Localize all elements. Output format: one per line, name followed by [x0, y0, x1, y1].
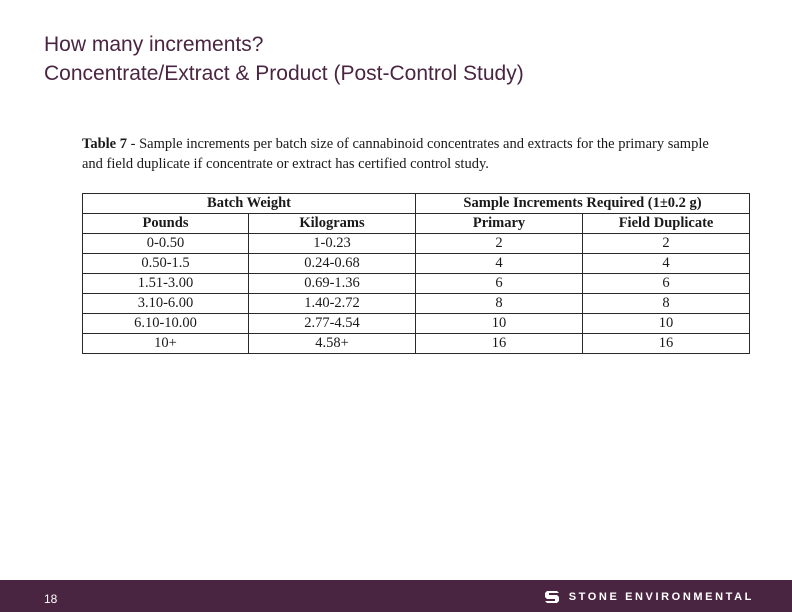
brand-logo: STONE ENVIRONMENTAL — [544, 588, 754, 606]
cell-field-duplicate: 10 — [582, 313, 751, 334]
cell-primary: 2 — [415, 233, 584, 254]
column-header-row: Pounds Kilograms Primary Field Duplicate — [82, 213, 751, 234]
table-row: 1.51-3.00 0.69-1.36 6 6 — [82, 273, 751, 294]
cell-primary: 10 — [415, 313, 584, 334]
brand-name: STONE ENVIRONMENTAL — [568, 591, 754, 603]
table-row: 0.50-1.5 0.24-0.68 4 4 — [82, 253, 751, 274]
group-header-row: Batch Weight Sample Increments Required … — [81, 193, 751, 214]
column-header-pounds: Pounds — [82, 213, 249, 234]
column-header-kilograms: Kilograms — [247, 213, 417, 234]
cell-kilograms: 1.40-2.72 — [247, 293, 417, 314]
cell-kilograms: 1-0.23 — [247, 233, 417, 254]
cell-primary: 8 — [415, 293, 584, 314]
sample-increments-table: Batch Weight Sample Increments Required … — [81, 193, 751, 354]
table-caption-text: - Sample increments per batch size of ca… — [82, 136, 709, 172]
cell-kilograms: 0.69-1.36 — [247, 273, 417, 294]
cell-pounds: 6.10-10.00 — [82, 313, 249, 334]
cell-primary: 6 — [415, 273, 584, 294]
page-number: 18 — [44, 592, 58, 606]
slide-title: How many increments? Concentrate/Extract… — [44, 30, 524, 88]
slide-title-line-1: How many increments? — [44, 33, 264, 56]
table-caption-label: Table 7 — [82, 136, 127, 152]
cell-kilograms: 0.24-0.68 — [247, 253, 417, 274]
table-row: 10+ 4.58+ 16 16 — [82, 333, 751, 354]
cell-pounds: 0.50-1.5 — [82, 253, 249, 274]
table-row: 0-0.50 1-0.23 2 2 — [82, 233, 751, 254]
column-header-primary: Primary — [415, 213, 584, 234]
cell-field-duplicate: 6 — [582, 273, 751, 294]
cell-field-duplicate: 16 — [582, 333, 751, 354]
cell-pounds: 1.51-3.00 — [82, 273, 249, 294]
cell-field-duplicate: 8 — [582, 293, 751, 314]
table-row: 6.10-10.00 2.77-4.54 10 10 — [82, 313, 751, 334]
footer-bar: 18 STONE ENVIRONMENTAL — [0, 580, 792, 612]
cell-pounds: 0-0.50 — [82, 233, 249, 254]
table-caption: Table 7 - Sample increments per batch si… — [82, 134, 722, 174]
cell-pounds: 10+ — [82, 333, 249, 354]
table-row: 3.10-6.00 1.40-2.72 8 8 — [82, 293, 751, 314]
cell-primary: 16 — [415, 333, 584, 354]
slide-title-line-2: Concentrate/Extract & Product (Post-Cont… — [44, 62, 524, 85]
stone-logo-icon — [544, 591, 559, 603]
cell-primary: 4 — [415, 253, 584, 274]
column-header-field-duplicate: Field Duplicate — [582, 213, 751, 234]
cell-kilograms: 2.77-4.54 — [247, 313, 417, 334]
group-header-sample-increments: Sample Increments Required (1±0.2 g) — [415, 193, 751, 214]
cell-field-duplicate: 2 — [582, 233, 751, 254]
cell-kilograms: 4.58+ — [247, 333, 417, 354]
cell-field-duplicate: 4 — [582, 253, 751, 274]
group-header-batch-weight: Batch Weight — [81, 193, 417, 214]
cell-pounds: 3.10-6.00 — [82, 293, 249, 314]
